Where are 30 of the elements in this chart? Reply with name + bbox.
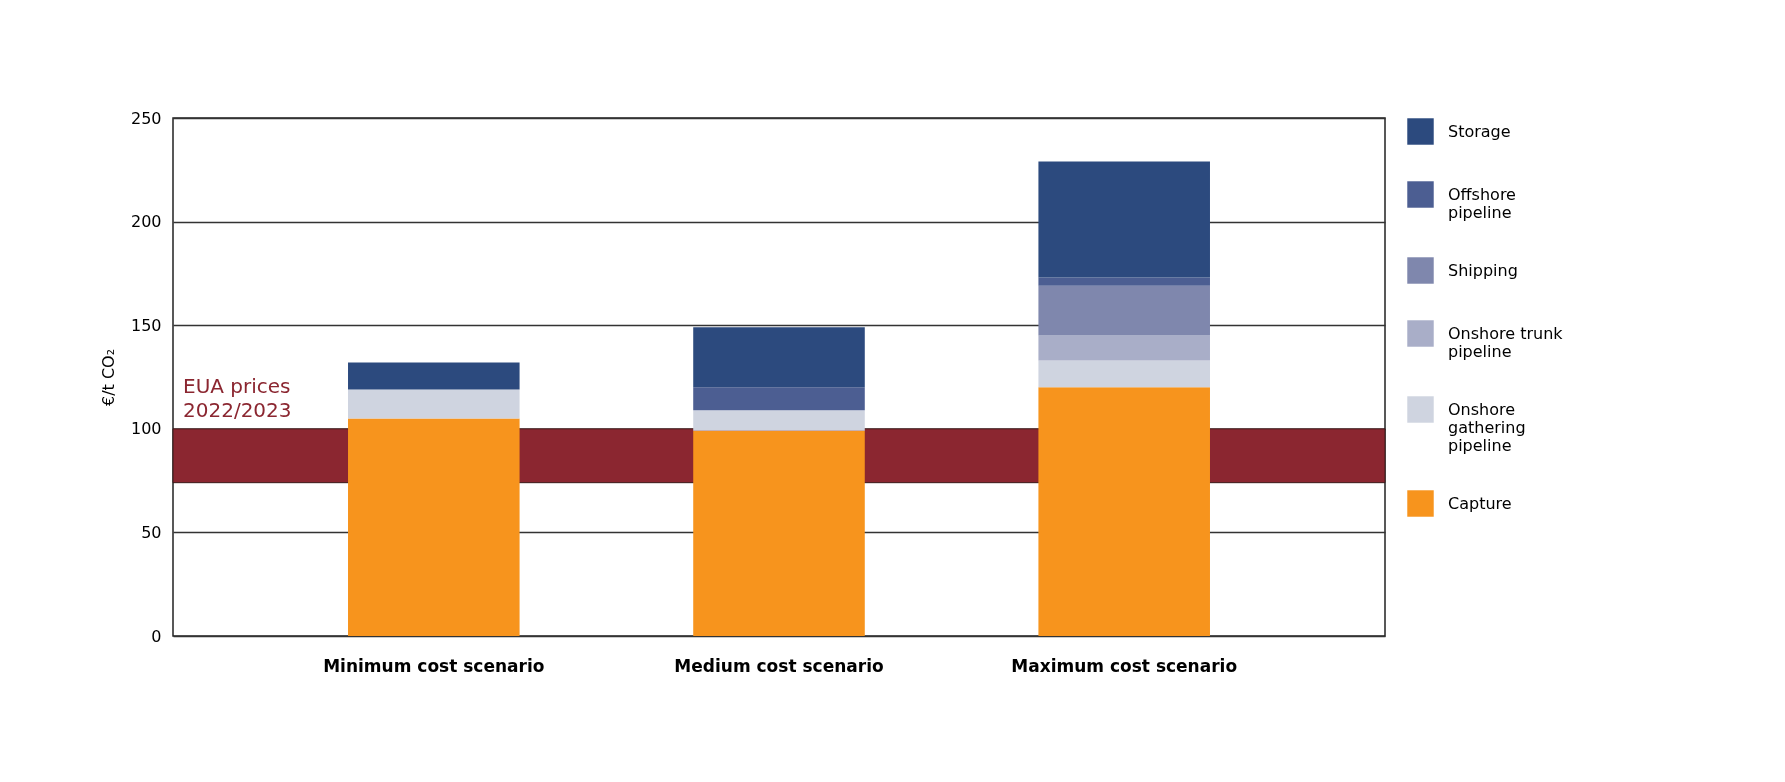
band-label: EUA prices 2022/2023 xyxy=(183,373,292,422)
bar xyxy=(1038,335,1210,361)
x-tick-label: Maximum cost scenario xyxy=(1011,655,1238,676)
bar xyxy=(348,362,520,390)
y-tick-label: 100 xyxy=(130,419,162,439)
y-axis-title: €/t CO₂ xyxy=(98,348,118,407)
bar xyxy=(693,387,865,411)
legend-label: Shipping xyxy=(1448,260,1518,280)
y-tick-label: 200 xyxy=(130,212,162,232)
y-tick-label: 0 xyxy=(151,626,162,646)
bar xyxy=(348,418,520,636)
bar xyxy=(1038,277,1210,286)
x-tick-label: Medium cost scenario xyxy=(674,655,884,676)
y-tick-label: 250 xyxy=(130,108,162,128)
bar xyxy=(348,389,520,419)
y-tick-label: 50 xyxy=(141,522,162,542)
bar xyxy=(1038,285,1210,336)
legend-label: Offshore pipeline xyxy=(1448,184,1516,222)
legend-label: Storage xyxy=(1448,121,1511,141)
bar xyxy=(693,410,865,431)
legend-label: Onshore trunk pipeline xyxy=(1448,323,1564,361)
legend-label: Capture xyxy=(1448,493,1512,513)
bar xyxy=(1038,360,1210,388)
bar xyxy=(1038,387,1210,636)
y-tick-label: 150 xyxy=(130,315,162,335)
bar xyxy=(1038,161,1210,278)
x-tick-label: Minimum cost scenario xyxy=(323,655,545,676)
bar xyxy=(693,327,865,388)
legend-label: Onshore gathering pipeline xyxy=(1448,399,1526,455)
bar xyxy=(693,430,865,636)
